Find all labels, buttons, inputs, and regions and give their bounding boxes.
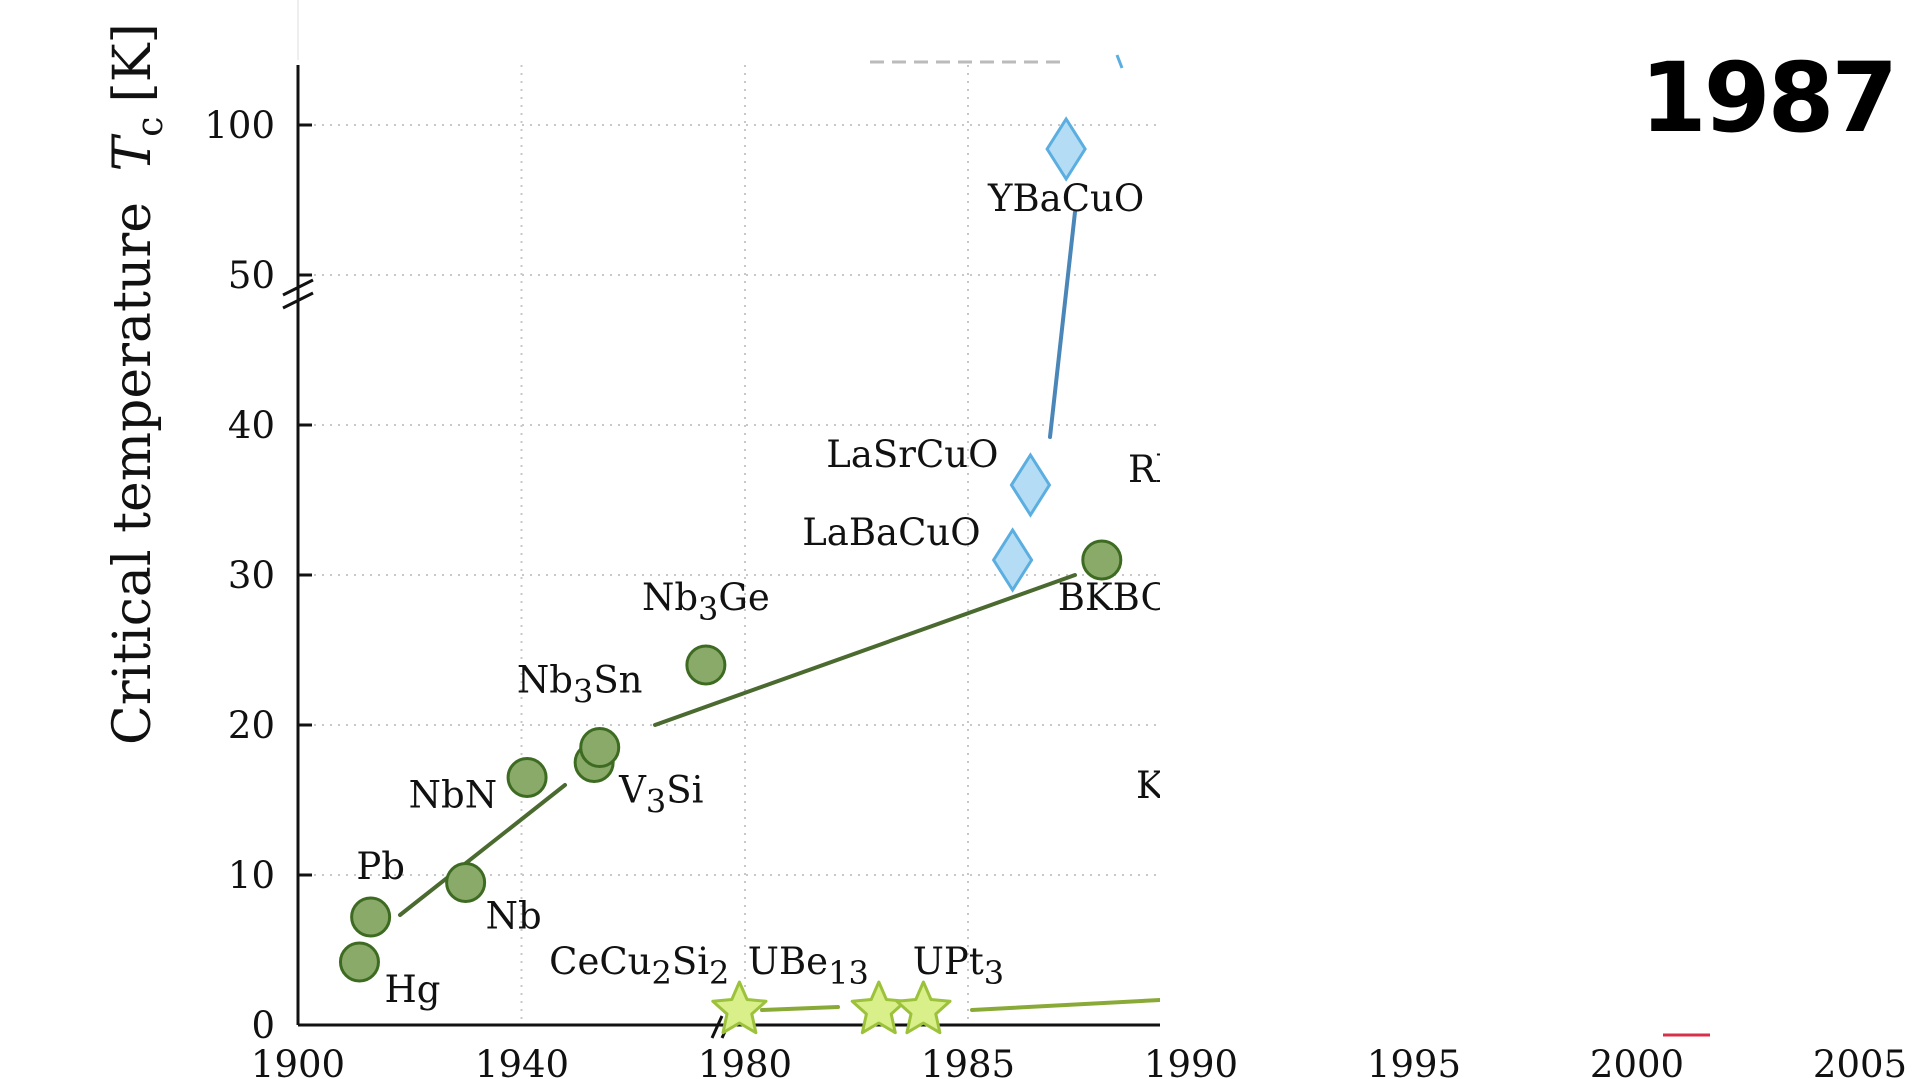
- point-label: V3Si: [618, 769, 703, 821]
- point-label: YBaCuO: [987, 177, 1144, 220]
- y-tick-label: 50: [228, 254, 275, 297]
- x-tick-label: 1900: [251, 1043, 345, 1079]
- y-tick-label: 30: [228, 554, 275, 597]
- y-tick-label: 100: [204, 104, 275, 147]
- gridlines: [298, 65, 1160, 1025]
- reveal-mask: [1160, 40, 1520, 1002]
- point-label: Hg: [384, 968, 440, 1011]
- x-tick-label: 1990: [1144, 1043, 1238, 1079]
- point-label: LaBaCuO: [802, 511, 980, 554]
- x-tick-label: 1980: [698, 1043, 792, 1079]
- point-label: Pb: [356, 845, 405, 888]
- marker-hg: [338, 941, 380, 983]
- point-label: CeCu2Si2: [549, 940, 729, 992]
- point-label: LaSrCuO: [826, 433, 998, 476]
- trend-cuprate: [1048, 210, 1077, 439]
- marker-nbsn: [579, 727, 621, 768]
- marker-nbge: [685, 644, 727, 686]
- x-tick-label: 2005: [1813, 1043, 1907, 1079]
- point-label: Nb3Ge: [642, 576, 770, 628]
- marker-bkbo: [1081, 539, 1123, 581]
- y-axis-label-text: Critical temperature: [103, 202, 163, 745]
- x-tick-label: 1985: [921, 1043, 1015, 1079]
- marker-nbn: [506, 757, 548, 798]
- trend-heavy-fermion-b: [970, 998, 1162, 1012]
- y-tick-label: 40: [228, 404, 275, 447]
- x-tick-label: 1940: [475, 1043, 569, 1079]
- year-label: 1987: [1640, 42, 1898, 154]
- point-label: Nb3Sn: [517, 659, 643, 711]
- y-axis-label-unit: [K]: [103, 23, 163, 102]
- trend-conventional-early: [398, 783, 567, 917]
- y-tick-label: 0: [251, 1004, 275, 1047]
- x-tick-label: 2000: [1590, 1043, 1684, 1079]
- point-labels: Hg Pb Nb NbN V3Si Nb3Sn Nb3Ge BKBO LaBaCuO LaSrCu…: [356, 177, 1179, 1011]
- x-tick-labels: 1900 1940 1980 1985 1990 1995 2000 2005: [251, 1043, 1907, 1079]
- marker-cecusi: [711, 980, 768, 1035]
- y-axis-break: [282, 278, 314, 310]
- y-tick-label: 10: [228, 854, 275, 897]
- y-axis-label-subscript: c: [130, 117, 171, 137]
- marker-upt: [895, 980, 952, 1035]
- x-tick-label: 1995: [1367, 1043, 1461, 1079]
- faded-top-remnant: [870, 54, 1124, 69]
- y-tick-label: 20: [228, 704, 275, 747]
- marker-lasrcuo: [1009, 452, 1052, 518]
- y-axis-label-symbol: T: [103, 133, 163, 171]
- point-label: UPt3: [913, 940, 1004, 992]
- trend-lines: [398, 210, 1162, 1012]
- trend-heavy-fermion-a: [760, 1005, 840, 1012]
- data-markers: [338, 116, 1123, 1035]
- point-label: UBe13: [748, 940, 869, 992]
- y-tick-labels: 0 10 20 30 40 50 100: [204, 104, 312, 1047]
- trend-conventional-late: [653, 573, 1077, 727]
- point-label: NbN: [409, 774, 497, 817]
- marker-nb: [445, 862, 487, 903]
- point-label: Nb: [486, 895, 542, 938]
- point-label: BKBO: [1058, 576, 1171, 619]
- y-axis: 0 10 20 30 40 50 100: [204, 0, 314, 1047]
- marker-labacuo: [991, 527, 1034, 593]
- x-axis: 1900 1940 1980 1985 1990 1995 2000 2005: [251, 1015, 1907, 1079]
- marker-pb: [350, 896, 392, 938]
- y-axis-label: Critical temperature Tc [K]: [103, 23, 171, 745]
- marker-ybacuo: [1045, 116, 1087, 182]
